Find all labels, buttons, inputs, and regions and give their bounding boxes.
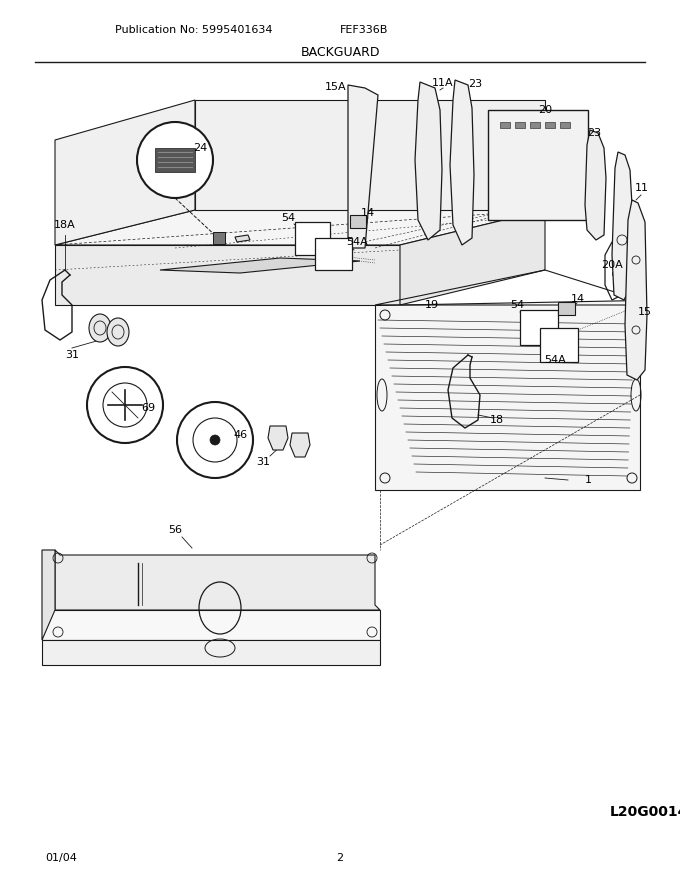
Text: 31: 31: [65, 350, 79, 360]
Text: 23: 23: [587, 128, 601, 138]
Polygon shape: [450, 80, 474, 245]
Text: 11: 11: [635, 183, 649, 193]
Text: BACKGUARD: BACKGUARD: [301, 46, 379, 58]
Text: 54: 54: [510, 300, 524, 310]
Text: 20A: 20A: [601, 260, 623, 270]
Text: 14: 14: [361, 208, 375, 218]
Text: FEF336B: FEF336B: [340, 25, 388, 35]
Text: 19: 19: [425, 300, 439, 310]
Polygon shape: [540, 328, 578, 362]
Polygon shape: [55, 100, 195, 245]
Text: 69: 69: [141, 403, 155, 413]
Polygon shape: [612, 152, 632, 300]
Text: 56: 56: [168, 525, 182, 535]
Ellipse shape: [107, 318, 129, 346]
Text: 18A: 18A: [54, 220, 76, 230]
Polygon shape: [195, 100, 545, 210]
Polygon shape: [520, 310, 558, 345]
Polygon shape: [625, 200, 647, 380]
Polygon shape: [500, 122, 510, 128]
Text: 54: 54: [281, 213, 295, 223]
Circle shape: [210, 435, 220, 445]
Polygon shape: [160, 258, 360, 273]
Polygon shape: [530, 122, 540, 128]
Text: 2: 2: [337, 853, 343, 863]
Polygon shape: [515, 122, 525, 128]
Circle shape: [177, 402, 253, 478]
Polygon shape: [55, 245, 400, 305]
Polygon shape: [290, 433, 310, 457]
Text: 15A: 15A: [325, 82, 347, 92]
Polygon shape: [400, 210, 545, 305]
Polygon shape: [295, 222, 330, 255]
Polygon shape: [375, 300, 640, 490]
Text: 15: 15: [638, 307, 652, 317]
Text: 14: 14: [571, 294, 585, 304]
Polygon shape: [42, 640, 380, 665]
Text: 18: 18: [490, 415, 504, 425]
Polygon shape: [545, 122, 555, 128]
Text: 24: 24: [193, 143, 207, 153]
Polygon shape: [348, 85, 378, 248]
Text: 31: 31: [256, 457, 270, 467]
Polygon shape: [42, 550, 55, 640]
Polygon shape: [155, 148, 195, 172]
Polygon shape: [415, 82, 442, 240]
Circle shape: [87, 367, 163, 443]
Text: 54A: 54A: [544, 355, 566, 365]
Text: 20: 20: [538, 105, 552, 115]
Polygon shape: [558, 302, 575, 315]
Polygon shape: [55, 210, 545, 245]
Polygon shape: [42, 550, 380, 640]
Polygon shape: [585, 130, 606, 240]
Circle shape: [137, 122, 213, 198]
Text: 1: 1: [585, 475, 592, 485]
Polygon shape: [560, 122, 570, 128]
Polygon shape: [268, 426, 288, 450]
Ellipse shape: [89, 314, 111, 342]
Polygon shape: [235, 235, 250, 242]
Text: 23: 23: [468, 79, 482, 89]
Polygon shape: [213, 232, 225, 244]
Text: 46: 46: [233, 430, 247, 440]
Polygon shape: [488, 110, 588, 220]
Polygon shape: [55, 550, 380, 610]
Polygon shape: [350, 215, 366, 228]
Text: L20G0014: L20G0014: [610, 805, 680, 819]
Text: 11A: 11A: [432, 78, 454, 88]
Text: Publication No: 5995401634: Publication No: 5995401634: [115, 25, 273, 35]
Text: 54A: 54A: [346, 237, 368, 247]
Polygon shape: [315, 238, 352, 270]
Text: 01/04: 01/04: [45, 853, 77, 863]
